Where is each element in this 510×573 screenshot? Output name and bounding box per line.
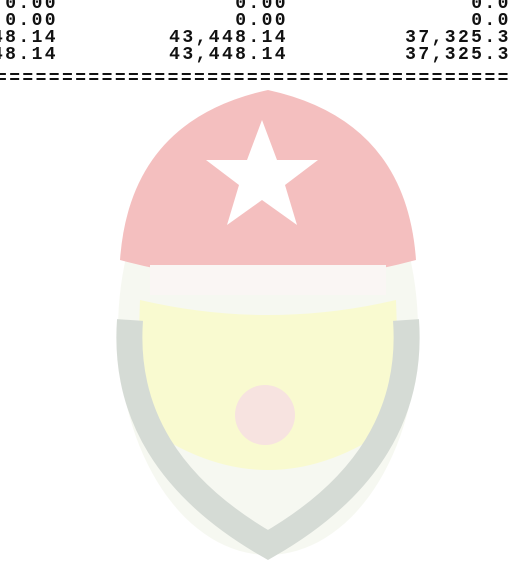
table-cell: 37,325.30: [405, 45, 510, 65]
emblem-star: [206, 120, 318, 225]
table-cell: 0.00: [471, 0, 510, 14]
emblem-wreath: [116, 319, 420, 560]
table-cell: 0.00: [235, 11, 288, 31]
table-cell: 43,448.14: [169, 45, 288, 65]
emblem-red: [120, 90, 416, 280]
table-cell: 43,448.14: [169, 28, 288, 48]
emblem-yellow: [136, 300, 400, 470]
table-cell: 0.00: [5, 11, 58, 31]
emblem-band: [150, 265, 386, 295]
emblem-body: [118, 105, 418, 555]
table-cell: 48.14: [0, 45, 58, 65]
emblem-center: [235, 385, 295, 445]
table-cell: 0.00: [235, 0, 288, 14]
table-cell: 37,325.30: [405, 28, 510, 48]
table-cell: 0.00: [471, 11, 510, 31]
table-cell: 0.00: [5, 0, 58, 14]
separator: =======================================: [0, 69, 510, 89]
table-cell: 48.14: [0, 28, 58, 48]
